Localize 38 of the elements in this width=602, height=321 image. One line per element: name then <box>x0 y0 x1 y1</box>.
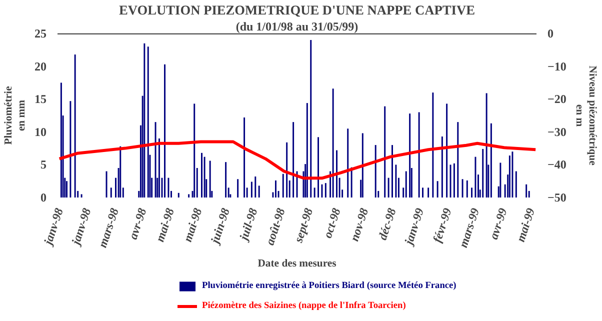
x-tick-label: mai-99 <box>513 206 538 244</box>
x-tick-label: mai-98 <box>180 206 205 244</box>
x-tick-label: févr-99 <box>430 206 454 244</box>
x-tick-label: mars-99 <box>456 206 482 250</box>
x-tick-label: oct-98 <box>320 206 344 240</box>
x-tick-label: juil-98 <box>236 206 260 244</box>
y2-tick-label: −20 <box>548 92 566 106</box>
x-tick-label: avr-99 <box>486 206 510 242</box>
x-tick-label: janv-99 <box>400 206 427 248</box>
x-tick-label: août-98 <box>262 206 288 247</box>
x-tick-label: mai-98 <box>152 206 177 244</box>
x-tick-label: sept-98 <box>290 206 316 246</box>
y-tick-label: 5 <box>40 158 46 172</box>
legend-label: Pluviométrie enregistrée à Poitiers Biard (source Météo France) <box>202 280 456 292</box>
x-tick-label: janv-98 <box>68 206 94 248</box>
x-tick-label: avr-98 <box>126 206 150 242</box>
y-tick-label: 15 <box>34 92 46 106</box>
x-tick-label: janv-98 <box>40 206 66 248</box>
y-tick-label: 10 <box>34 124 46 139</box>
y-axis-title: Pluviométrie en mm <box>3 86 28 145</box>
x-tick-label: juin-98 <box>207 206 232 247</box>
legend-label: Piézomètre des Saizines (nappe de l'Infra Toarcien) <box>202 300 406 312</box>
y2-axis-title: Niveau piézométrique en m <box>573 66 598 166</box>
y2-tick-label: −10 <box>548 59 566 74</box>
x-tick-label: mars-98 <box>95 206 122 250</box>
x-tick-label: déc-98 <box>375 206 399 242</box>
chart-title: EVOLUTION PIEZOMETRIQUE D'UNE NAPPE CAPTIVE <box>119 2 476 18</box>
line-series <box>58 140 536 180</box>
y-tick-label: 20 <box>34 59 46 74</box>
y2-tick-label: 0 <box>548 26 554 40</box>
y-tick-label: 0 <box>40 190 46 204</box>
y2-tick-label: −40 <box>548 158 566 172</box>
x-axis-title: Date des mesures <box>258 258 336 270</box>
y-tick-label: 25 <box>34 26 46 40</box>
chart-subtitle: (du 1/01/98 au 31/05/99) <box>236 20 358 34</box>
y2-tick-label: −30 <box>548 124 566 139</box>
x-tick-label: nov-98 <box>347 206 372 243</box>
y2-tick-label: −50 <box>548 190 566 204</box>
